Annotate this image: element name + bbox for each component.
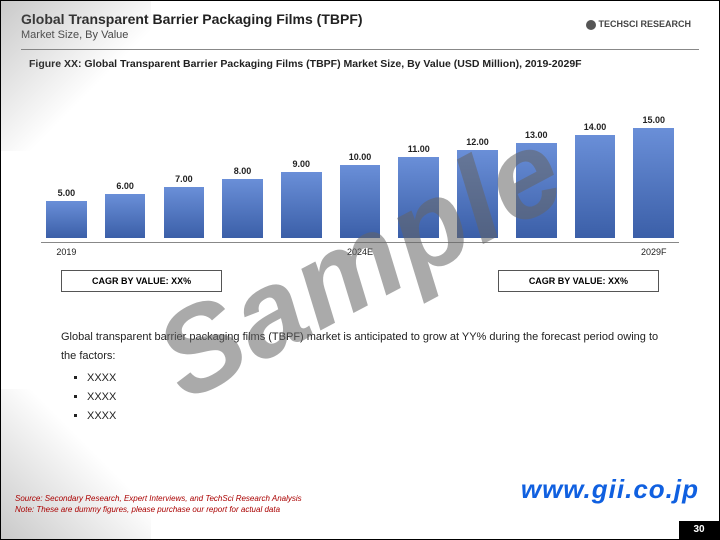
bullet-list: XXXXXXXXXXXX <box>87 369 659 425</box>
bar-col: 11.00 <box>393 144 444 238</box>
bar-col: 10.00 <box>335 152 386 238</box>
cagr-right: CAGR BY VALUE: XX% <box>498 270 659 292</box>
bar-value-label: 5.00 <box>58 188 76 198</box>
bar-value-label: 13.00 <box>525 130 548 140</box>
bar-col: 7.00 <box>158 174 209 238</box>
body-text: Global transparent barrier packaging fil… <box>61 328 659 425</box>
bar-col: 8.00 <box>217 166 268 238</box>
bar <box>222 179 263 238</box>
bar-value-label: 12.00 <box>466 137 489 147</box>
x-axis-label <box>393 247 444 257</box>
bar <box>516 143 557 238</box>
bar-value-label: 11.00 <box>408 144 430 154</box>
bar <box>281 172 322 238</box>
brand-logo: TECHSCI RESEARCH <box>586 19 691 30</box>
x-axis-label <box>158 247 209 257</box>
x-axis-label: 2024E <box>335 247 386 257</box>
list-item: XXXX <box>87 388 659 407</box>
cagr-row: CAGR BY VALUE: XX% CAGR BY VALUE: XX% <box>61 270 659 292</box>
bar-col: 12.00 <box>452 137 503 238</box>
gear-icon <box>586 20 596 30</box>
bar <box>105 194 146 238</box>
page-number: 30 <box>679 521 719 539</box>
bar-chart: 5.00 6.00 7.00 8.00 9.00 10.00 11.00 12.00 13.00… <box>41 108 679 268</box>
bar-value-label: 14.00 <box>584 122 607 132</box>
x-axis-label: 2029F <box>628 247 679 257</box>
source-line1: Source: Secondary Research, Expert Inter… <box>15 494 302 504</box>
bar-col: 14.00 <box>570 122 621 238</box>
x-axis-label <box>570 247 621 257</box>
bar-value-label: 8.00 <box>234 166 252 176</box>
x-axis-label <box>511 247 562 257</box>
bar <box>164 187 205 238</box>
page-subtitle: Market Size, By Value <box>21 29 699 41</box>
x-axis-label <box>452 247 503 257</box>
brand-logo-text: TECHSCI RESEARCH <box>598 19 691 29</box>
bar <box>398 157 439 238</box>
cagr-left: CAGR BY VALUE: XX% <box>61 270 222 292</box>
x-axis-label <box>276 247 327 257</box>
bar-col: 5.00 <box>41 188 92 238</box>
bar-value-label: 7.00 <box>175 174 193 184</box>
bar <box>46 201 87 238</box>
bar <box>340 165 381 238</box>
source-line2: Note: These are dummy figures, please pu… <box>15 505 302 515</box>
url-watermark: www.gii.co.jp <box>521 474 699 505</box>
bar-col: 15.00 <box>628 115 679 238</box>
list-item: XXXX <box>87 369 659 388</box>
bar-col: 9.00 <box>276 159 327 238</box>
bar <box>575 135 616 238</box>
header-divider <box>21 49 699 50</box>
bar <box>457 150 498 238</box>
source-note: Source: Secondary Research, Expert Inter… <box>15 494 302 515</box>
bar-value-label: 6.00 <box>116 181 134 191</box>
report-page: Global Transparent Barrier Packaging Fil… <box>0 0 720 540</box>
bar-value-label: 9.00 <box>293 159 311 169</box>
intro-text: Global transparent barrier packaging fil… <box>61 328 659 365</box>
list-item: XXXX <box>87 407 659 426</box>
bar <box>633 128 674 238</box>
x-axis-label <box>217 247 268 257</box>
figure-title: Figure XX: Global Transparent Barrier Pa… <box>29 58 691 70</box>
bar-col: 6.00 <box>100 181 151 238</box>
bar-col: 13.00 <box>511 130 562 238</box>
bar-value-label: 15.00 <box>642 115 665 125</box>
bar-value-label: 10.00 <box>349 152 372 162</box>
x-axis-label <box>100 247 151 257</box>
x-axis-label: 2019 <box>41 247 92 257</box>
